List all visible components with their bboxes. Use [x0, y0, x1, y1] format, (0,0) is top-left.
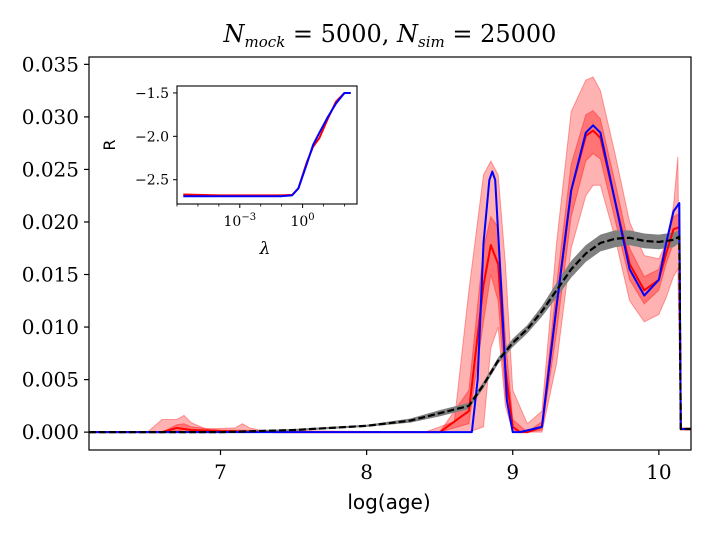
- inset-y-tick-label: −1.5: [135, 86, 169, 102]
- y-tick-label: 0.000: [22, 420, 79, 444]
- inset-frame: [176, 85, 358, 205]
- inset-y-label: R: [100, 139, 119, 150]
- x-tick-label: 10: [646, 460, 671, 484]
- main-frame: [88, 56, 692, 451]
- chart-title: Nmock = 5000, Nsim = 25000: [223, 20, 557, 51]
- y-tick-label: 0.015: [22, 263, 79, 287]
- inset-axes: 10−3 100 −1.5 −2.0 −2.5: [135, 85, 358, 230]
- inset-y-tick-label: −2.0: [135, 129, 169, 145]
- blue-truth: [89, 124, 691, 434]
- y-tick-label: 0.035: [22, 52, 79, 76]
- y-tick-label: 0.030: [22, 105, 79, 129]
- x-tick-label: 7: [214, 460, 227, 484]
- y-tick-label: 0.005: [22, 368, 79, 392]
- inset-x-label: λ: [259, 239, 271, 259]
- red-inner-band: [89, 109, 691, 433]
- black-dashed: [89, 235, 691, 434]
- x-tick-label: 8: [360, 460, 373, 484]
- inset-blue: [183, 91, 351, 198]
- inset-plot: [183, 91, 351, 198]
- y-tick-label: 0.010: [22, 315, 79, 339]
- y-tick-label: 0.025: [22, 157, 79, 181]
- inset-background: [177, 86, 357, 204]
- x-tick-label: 9: [506, 460, 519, 484]
- main-plot: [89, 76, 691, 434]
- inset-y-tick-label: −2.5: [135, 173, 169, 189]
- inset-x-tick-label: 100: [290, 212, 314, 230]
- y-tick-label: 0.020: [22, 210, 79, 234]
- main-axes: 7 8 9 10 0.000 0.005 0.010 0.015 0.020 0.025 0.030…: [22, 52, 692, 484]
- inset-x-tick-label: 10−3: [224, 212, 257, 230]
- x-axis-label: log(age): [347, 490, 430, 514]
